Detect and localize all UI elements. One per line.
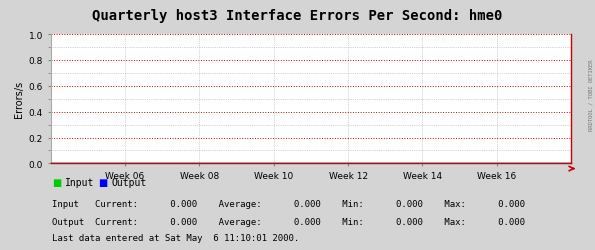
Text: Last data entered at Sat May  6 11:10:01 2000.: Last data entered at Sat May 6 11:10:01 …	[52, 233, 299, 242]
Y-axis label: Errors/s: Errors/s	[14, 81, 24, 118]
Text: Output  Current:      0.000    Average:      0.000    Min:      0.000    Max:   : Output Current: 0.000 Average: 0.000 Min…	[52, 217, 525, 226]
Text: Output: Output	[112, 178, 147, 188]
Text: Input: Input	[65, 178, 95, 188]
Text: ■: ■	[52, 178, 61, 188]
Text: Input   Current:      0.000    Average:      0.000    Min:      0.000    Max:   : Input Current: 0.000 Average: 0.000 Min:…	[52, 199, 525, 208]
Text: Quarterly host3 Interface Errors Per Second: hme0: Quarterly host3 Interface Errors Per Sec…	[92, 9, 503, 23]
Text: RRDTOOL / TOBI OETIKER: RRDTOOL / TOBI OETIKER	[588, 60, 593, 130]
Text: ■: ■	[98, 178, 108, 188]
